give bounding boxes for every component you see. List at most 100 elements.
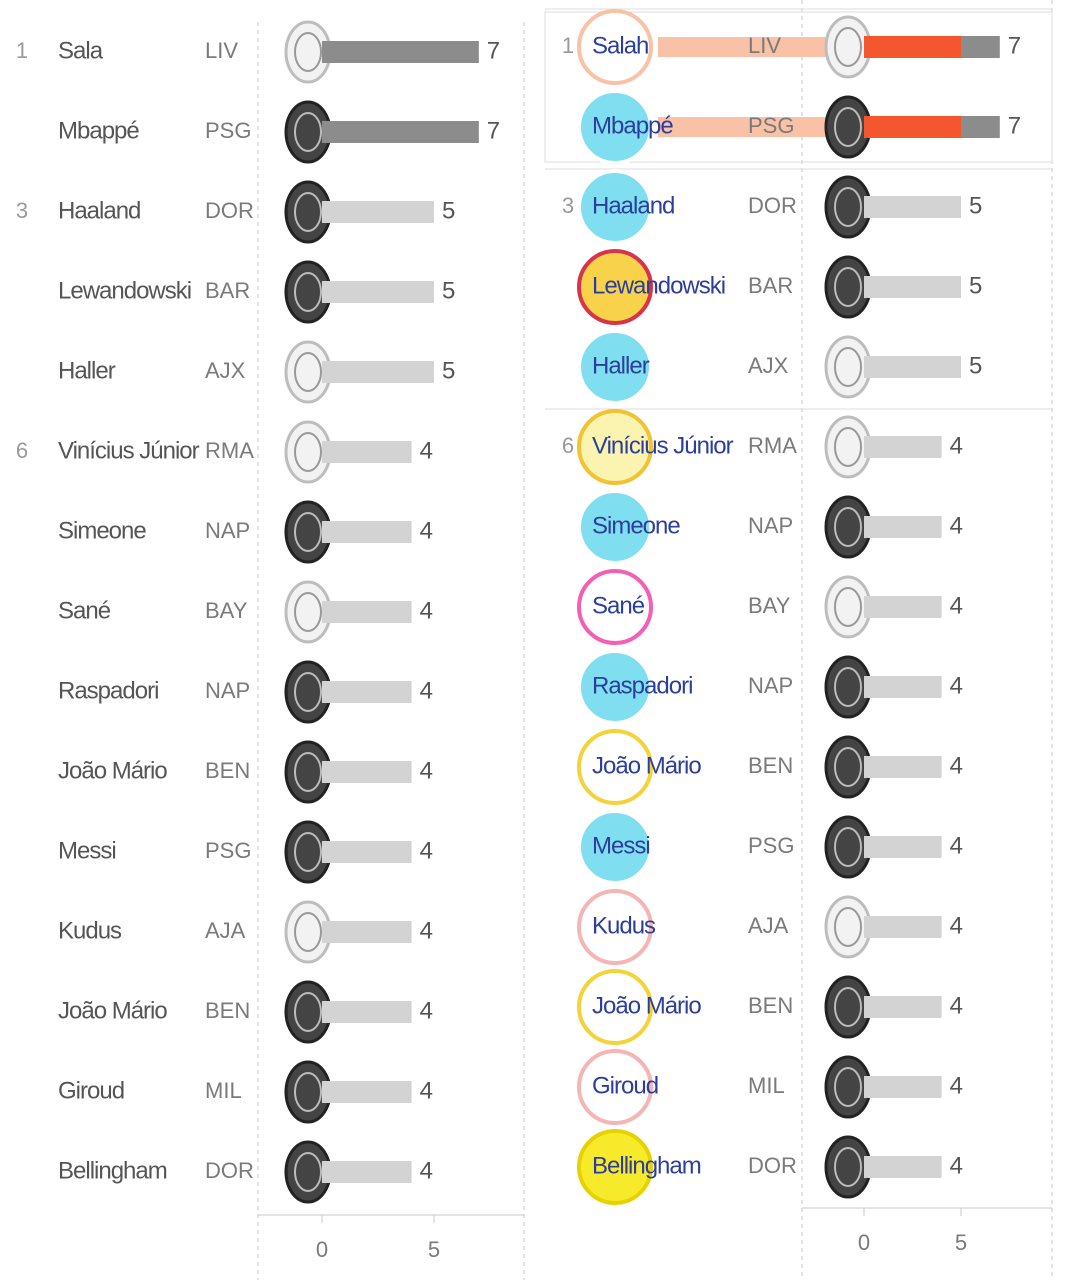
x-tick-label: 5 — [955, 1230, 967, 1255]
value-bar — [322, 681, 412, 703]
player-name-label: Raspadori — [592, 672, 692, 699]
value-label: 5 — [969, 352, 982, 379]
player-name-label: Vinícius Júnior — [592, 432, 734, 459]
team-abbrev-label: BAR — [748, 273, 793, 298]
value-bar — [322, 121, 479, 143]
club-badge-icon — [577, 409, 653, 485]
scorer-row: João Mário BEN 4 — [58, 980, 433, 1044]
value-bar — [322, 921, 412, 943]
value-label: 5 — [442, 357, 455, 384]
crest-dark-icon — [284, 820, 332, 884]
badge-circle — [577, 169, 653, 245]
crest-shape — [824, 975, 872, 1039]
value-bar — [864, 836, 942, 858]
value-label: 4 — [950, 512, 963, 539]
value-bar — [864, 916, 942, 938]
club-badge-icon — [577, 1049, 653, 1125]
crest-shape — [824, 95, 872, 159]
scorer-row: Raspadori NAP 4 — [58, 660, 433, 724]
rank-label: 3 — [562, 193, 574, 218]
crest-dark-icon — [824, 735, 872, 799]
crest-inner-ring — [834, 747, 862, 787]
scorer-row: Lewandowski BAR 5 — [577, 249, 982, 325]
scorer-row: Kudus AJA 4 — [58, 900, 433, 964]
scorer-row: Bellingham DOR 4 — [58, 1140, 433, 1204]
crest-shape — [824, 335, 872, 399]
team-abbrev-label: BAY — [205, 598, 248, 623]
team-abbrev-label: AJX — [748, 353, 789, 378]
crest-dark-icon — [284, 1140, 332, 1204]
value-label: 4 — [950, 832, 963, 859]
scorer-row: 6 Vinícius Júnior RMA 4 — [16, 420, 433, 484]
value-label: 4 — [420, 917, 433, 944]
badge-circle — [577, 649, 653, 725]
player-name-label: Messi — [592, 832, 650, 859]
team-abbrev-label: PSG — [748, 833, 794, 858]
crest-inner-ring — [834, 347, 862, 387]
crest-inner-ring — [294, 1152, 322, 1192]
scorer-row: Simeone NAP 4 — [577, 489, 963, 565]
crest-shape — [824, 815, 872, 879]
player-name-label: Haller — [58, 357, 116, 384]
scorer-row: 1 Salah LIV 7 — [562, 9, 1021, 85]
club-badge-icon — [577, 649, 653, 725]
crest-inner-ring — [294, 672, 322, 712]
scorer-row: Lewandowski BAR 5 — [58, 260, 455, 324]
value-bar — [864, 596, 942, 618]
highlight-band — [658, 117, 830, 137]
value-bar — [864, 516, 942, 538]
value-label: 4 — [950, 432, 963, 459]
value-label: 5 — [969, 272, 982, 299]
team-abbrev-label: NAP — [205, 678, 250, 703]
crest-inner-ring — [834, 107, 862, 147]
value-label: 4 — [420, 437, 433, 464]
player-name-label: Haaland — [592, 192, 674, 219]
crest-shape — [824, 495, 872, 559]
scorer-row: Raspadori NAP 4 — [577, 649, 963, 725]
crest-shape — [824, 1055, 872, 1119]
team-abbrev-label: RMA — [205, 438, 254, 463]
team-abbrev-label: DOR — [205, 1158, 254, 1183]
value-bar — [864, 276, 961, 298]
crest-light-icon — [824, 15, 872, 79]
crest-shape — [824, 255, 872, 319]
value-label: 7 — [1008, 32, 1021, 59]
crest-inner-ring — [834, 507, 862, 547]
badge-circle — [577, 329, 653, 405]
scorer-row: Mbappé PSG 7 — [58, 100, 500, 164]
value-label: 7 — [1008, 112, 1021, 139]
value-label: 4 — [950, 592, 963, 619]
value-label: 4 — [420, 1077, 433, 1104]
badge-circle — [577, 889, 653, 965]
player-name-label: João Mário — [592, 752, 701, 779]
player-name-label: Haller — [592, 352, 650, 379]
badge-circle — [577, 9, 653, 85]
crest-dark-icon — [824, 815, 872, 879]
x-tick-label: 0 — [316, 1237, 328, 1262]
badge-circle — [577, 489, 653, 565]
crest-inner-ring — [834, 187, 862, 227]
crest-inner-ring — [294, 192, 322, 232]
value-label: 4 — [420, 757, 433, 784]
crest-inner-ring — [834, 267, 862, 307]
badge-circle — [577, 89, 653, 165]
crest-inner-ring — [834, 1147, 862, 1187]
player-name-label: Simeone — [58, 517, 146, 544]
player-name-label: Haaland — [58, 197, 140, 224]
highlight-band — [658, 37, 830, 57]
value-bar — [322, 41, 479, 63]
value-label: 4 — [950, 912, 963, 939]
player-name-label: Salah — [592, 32, 648, 59]
crest-light-icon — [824, 895, 872, 959]
scorer-row: 3 Haaland DOR 5 — [16, 180, 455, 244]
crest-dark-icon — [824, 255, 872, 319]
crest-inner-ring — [834, 587, 862, 627]
value-bar — [322, 281, 434, 303]
player-name-label: Sala — [58, 37, 104, 64]
value-label: 7 — [487, 37, 500, 64]
value-bar — [322, 761, 412, 783]
value-label: 4 — [420, 517, 433, 544]
scorer-row: 3 Haaland DOR 5 — [562, 169, 982, 245]
leader-group-box — [544, 11, 1053, 163]
crest-shape — [824, 655, 872, 719]
